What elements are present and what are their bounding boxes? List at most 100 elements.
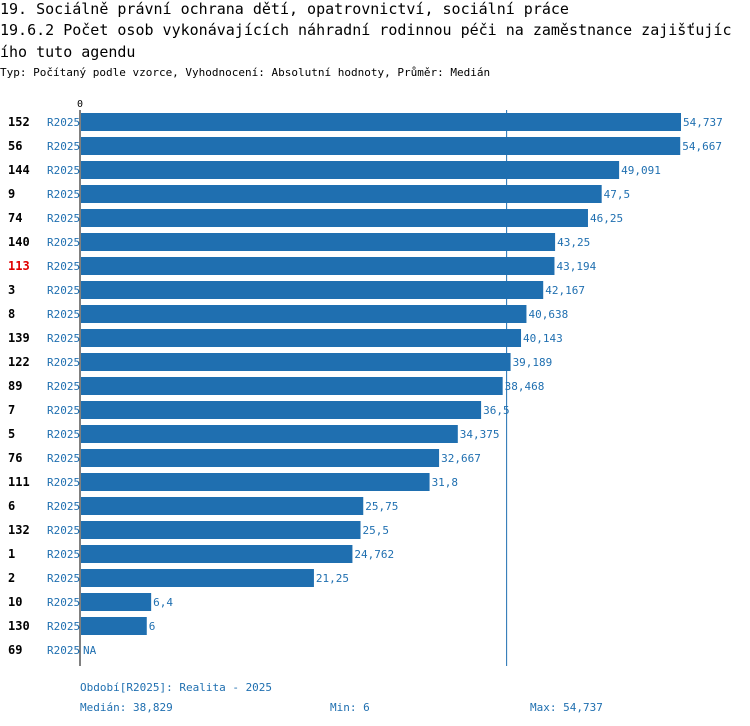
bar-140 xyxy=(81,233,556,251)
bar-139 xyxy=(81,329,522,347)
value-label-8: 40,638 xyxy=(528,308,568,321)
row-label-144: 144 xyxy=(8,163,30,177)
row-period-76: R2025 xyxy=(47,452,80,465)
row-period-144: R2025 xyxy=(47,164,80,177)
footer-min: Min: 6 xyxy=(330,701,370,714)
row-label-69: 69 xyxy=(8,643,22,657)
bar-1 xyxy=(81,545,353,563)
row-label-10: 10 xyxy=(8,595,22,609)
value-label-1: 24,762 xyxy=(354,548,394,561)
row-period-89: R2025 xyxy=(47,380,80,393)
row-label-132: 132 xyxy=(8,523,30,537)
value-label-152: 54,737 xyxy=(683,116,723,129)
row-period-5: R2025 xyxy=(47,428,80,441)
row-period-9: R2025 xyxy=(47,188,80,201)
row-period-122: R2025 xyxy=(47,356,80,369)
value-label-7: 36,5 xyxy=(483,404,510,417)
row-period-132: R2025 xyxy=(47,524,80,537)
bar-130 xyxy=(81,617,147,635)
row-period-74: R2025 xyxy=(47,212,80,225)
value-label-140: 43,25 xyxy=(557,236,590,249)
row-label-122: 122 xyxy=(8,355,30,369)
bar-8 xyxy=(81,305,527,323)
value-label-89: 38,468 xyxy=(505,380,545,393)
row-period-130: R2025 xyxy=(47,620,80,633)
value-label-10: 6,4 xyxy=(153,596,173,609)
row-label-130: 130 xyxy=(8,619,30,633)
value-label-3: 42,167 xyxy=(545,284,585,297)
value-label-113: 43,194 xyxy=(556,260,596,273)
value-label-132: 25,5 xyxy=(363,524,390,537)
bar-89 xyxy=(81,377,503,395)
row-label-2: 2 xyxy=(8,571,15,585)
row-label-56: 56 xyxy=(8,139,22,153)
bar-2 xyxy=(81,569,314,587)
bar-3 xyxy=(81,281,544,299)
bar-122 xyxy=(81,353,511,371)
chart-type-description: Typ: Počítaný podle vzorce, Vyhodnocení:… xyxy=(0,66,491,79)
row-label-3: 3 xyxy=(8,283,15,297)
row-period-3: R2025 xyxy=(47,284,80,297)
value-label-2: 21,25 xyxy=(316,572,349,585)
footer-median: Medián: 38,829 xyxy=(80,701,173,714)
footer-max: Max: 54,737 xyxy=(530,701,603,714)
row-period-140: R2025 xyxy=(47,236,80,249)
row-label-6: 6 xyxy=(8,499,15,513)
row-period-69: R2025 xyxy=(47,644,80,657)
row-label-9: 9 xyxy=(8,187,15,201)
row-label-113: 113 xyxy=(8,259,30,273)
chart-title-line2: 19.6.2 Počet osob vykonávajících náhradn… xyxy=(0,21,732,39)
row-period-113: R2025 xyxy=(47,260,80,273)
footer-period: Období[R2025]: Realita - 2025 xyxy=(80,681,272,694)
bar-5 xyxy=(81,425,458,443)
bar-111 xyxy=(81,473,430,491)
chart-title-line1: 19. Sociálně právní ochrana dětí, opatro… xyxy=(0,0,569,18)
chart-title-line3: ího tuto agendu xyxy=(0,43,136,61)
bar-113 xyxy=(81,257,555,275)
bar-144 xyxy=(81,161,620,179)
row-label-76: 76 xyxy=(8,451,22,465)
value-label-111: 31,8 xyxy=(432,476,459,489)
row-label-5: 5 xyxy=(8,427,15,441)
row-period-6: R2025 xyxy=(47,500,80,513)
row-period-7: R2025 xyxy=(47,404,80,417)
value-label-76: 32,667 xyxy=(441,452,481,465)
value-label-9: 47,5 xyxy=(604,188,631,201)
bar-9 xyxy=(81,185,602,203)
row-label-152: 152 xyxy=(8,115,30,129)
x-tick-zero: 0 xyxy=(77,99,83,110)
value-label-74: 46,25 xyxy=(590,212,623,225)
row-label-8: 8 xyxy=(8,307,15,321)
row-period-1: R2025 xyxy=(47,548,80,561)
value-label-56: 54,667 xyxy=(682,140,722,153)
bar-7 xyxy=(81,401,482,419)
bar-132 xyxy=(81,521,361,539)
row-label-74: 74 xyxy=(8,211,22,225)
row-period-111: R2025 xyxy=(47,476,80,489)
bar-74 xyxy=(81,209,588,227)
row-period-139: R2025 xyxy=(47,332,80,345)
value-label-144: 49,091 xyxy=(621,164,661,177)
row-label-140: 140 xyxy=(8,235,30,249)
row-label-111: 111 xyxy=(8,475,30,489)
row-label-7: 7 xyxy=(8,403,15,417)
row-label-1: 1 xyxy=(8,547,15,561)
row-period-2: R2025 xyxy=(47,572,80,585)
value-label-5: 34,375 xyxy=(460,428,500,441)
bar-56 xyxy=(81,137,681,155)
value-label-6: 25,75 xyxy=(365,500,398,513)
bar-10 xyxy=(81,593,152,611)
row-period-8: R2025 xyxy=(47,308,80,321)
row-label-89: 89 xyxy=(8,379,22,393)
value-label-130: 6 xyxy=(149,620,156,633)
row-period-56: R2025 xyxy=(47,140,80,153)
bar-76 xyxy=(81,449,440,467)
row-period-152: R2025 xyxy=(47,116,80,129)
bar-152 xyxy=(81,113,681,131)
value-label-69: NA xyxy=(83,644,97,657)
bar-6 xyxy=(81,497,364,515)
value-label-139: 40,143 xyxy=(523,332,563,345)
row-label-139: 139 xyxy=(8,331,30,345)
